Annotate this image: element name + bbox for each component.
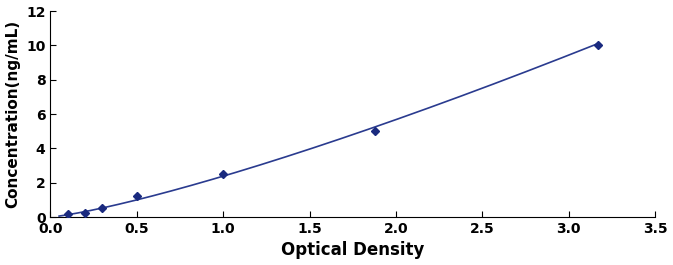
X-axis label: Optical Density: Optical Density — [281, 241, 425, 259]
Y-axis label: Concentration(ng/mL): Concentration(ng/mL) — [5, 20, 21, 208]
